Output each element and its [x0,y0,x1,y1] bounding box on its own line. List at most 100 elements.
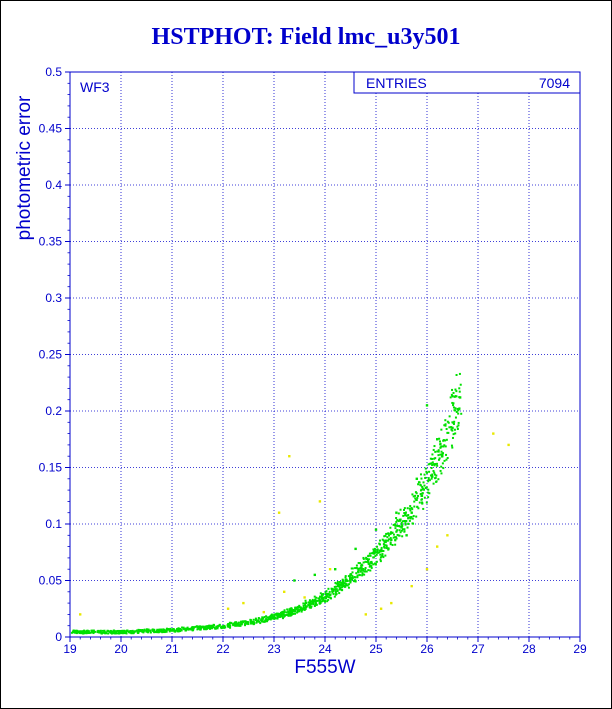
scatter-cloud-point [439,446,442,449]
scatter-cloud-point [262,617,265,620]
scatter-cloud-point [386,536,389,539]
scatter-cloud-point [304,605,307,608]
scatter-cloud-point [357,569,360,572]
scatter-point-series-2 [390,601,393,605]
scatter-cloud-point [305,602,308,605]
scatter-point-series-1 [354,547,357,551]
scatter-cloud-point [434,457,437,460]
scatter-cloud-point [309,600,312,603]
scatter-cloud-point [440,472,443,475]
scatter-cloud-point [130,630,133,633]
scatter-cloud-point [432,470,435,473]
scatter-cloud-point [322,599,325,602]
scatter-cloud-point [84,630,87,633]
scatter-cloud-point [395,537,398,540]
scatter-cloud-point [403,507,406,510]
scatter-point-series-1 [313,573,316,577]
scatter-cloud-point [275,613,278,616]
scatter-cloud-point [424,467,427,470]
scatter-cloud-point [437,454,440,457]
scatter-cloud-point [341,580,344,583]
scatter-cloud-point [205,628,208,631]
x-axis-title: F555W [294,657,355,678]
scatter-cloud-point [380,549,383,552]
scatter-cloud-point [247,623,250,626]
scatter-cloud-point [228,621,231,624]
scatter-cloud-point [438,457,441,460]
scatter-cloud-point [433,445,436,448]
scatter-cloud-point [355,564,358,567]
scatter-cloud-point [296,608,299,611]
scatter-cloud-point [451,395,454,398]
scatter-cloud-point [369,569,372,572]
scatter-cloud-point [344,582,347,585]
scatter-cloud-point [307,601,310,604]
scatter-cloud-point [281,617,284,620]
scatter-cloud-point [384,554,387,557]
scatter-cloud-point [322,593,325,596]
scatter-cloud-point [299,608,302,611]
scatter-cloud-point [72,630,75,633]
scatter-cloud-point [458,407,461,410]
scatter-cloud-point [414,491,417,494]
scatter-cloud-point [123,629,126,632]
scatter-cloud-point [336,590,339,593]
scatter-cloud-point [420,498,423,501]
scatter-cloud-point [431,475,434,478]
scatter-cloud-point [370,561,373,564]
scatter-cloud-point [387,539,390,542]
scatter-cloud-point [378,539,381,542]
scatter-cloud-point [383,545,386,548]
scatter-cloud-point [92,630,95,633]
scatter-cloud-point [302,602,305,605]
scatter-cloud-point [388,534,391,537]
scatter-point-series-2 [446,534,449,537]
scatter-cloud-point [338,592,341,595]
scatter-cloud-point [339,584,342,587]
scatter-cloud-point [405,514,408,517]
scatter-cloud-point [298,604,301,607]
scatter-cloud-point [442,439,445,442]
scatter-cloud-point [291,612,294,615]
scatter-cloud-point [111,632,114,635]
scatter-cloud-point [452,404,455,407]
scatter-cloud-point [422,507,425,510]
scatter-cloud-point [116,632,119,635]
scatter-cloud-point [375,560,378,563]
scatter-cloud-point [149,629,152,632]
scatter-cloud-point [104,631,107,634]
scatter-cloud-point [361,574,364,577]
scatter-cloud-point [428,462,431,465]
grid-lines [70,72,580,637]
scatter-cloud-point [137,629,140,632]
scatter-cloud-point [346,584,349,587]
scatter-cloud-point [347,575,350,578]
scatter-cloud-point [376,551,379,554]
scatter-cloud-point [169,627,172,630]
scatter-cloud-point [282,613,285,616]
scatter-cloud-point [391,543,394,546]
scatter-point-series-2 [436,545,439,548]
scatter-cloud-point [419,493,422,496]
scatter-cloud-point [409,509,412,512]
scatter-cloud-point [356,574,359,577]
scatter-cloud-point [383,543,386,546]
scatter-cloud-point [218,623,221,626]
scatter-cloud-point [394,527,397,530]
scatter-cloud-point [269,617,272,620]
scatter-cloud-point [249,619,252,622]
scatter-cloud-point [217,624,220,627]
scatter-cloud-point [451,421,454,424]
scatter-point-series-1 [425,404,429,407]
scatter-cloud-point [211,624,214,627]
scatter-cloud-point [318,599,321,602]
scatter-cloud-point [411,493,414,496]
scatter-cloud-point [440,450,443,453]
scatter-cloud-point [118,632,121,635]
scatter-cloud-point [324,597,327,600]
scatter-cloud-point [157,630,160,633]
scatter-cloud-point [311,598,314,601]
scatter-cloud-point [362,569,365,572]
scatter-cloud-point [430,462,433,465]
